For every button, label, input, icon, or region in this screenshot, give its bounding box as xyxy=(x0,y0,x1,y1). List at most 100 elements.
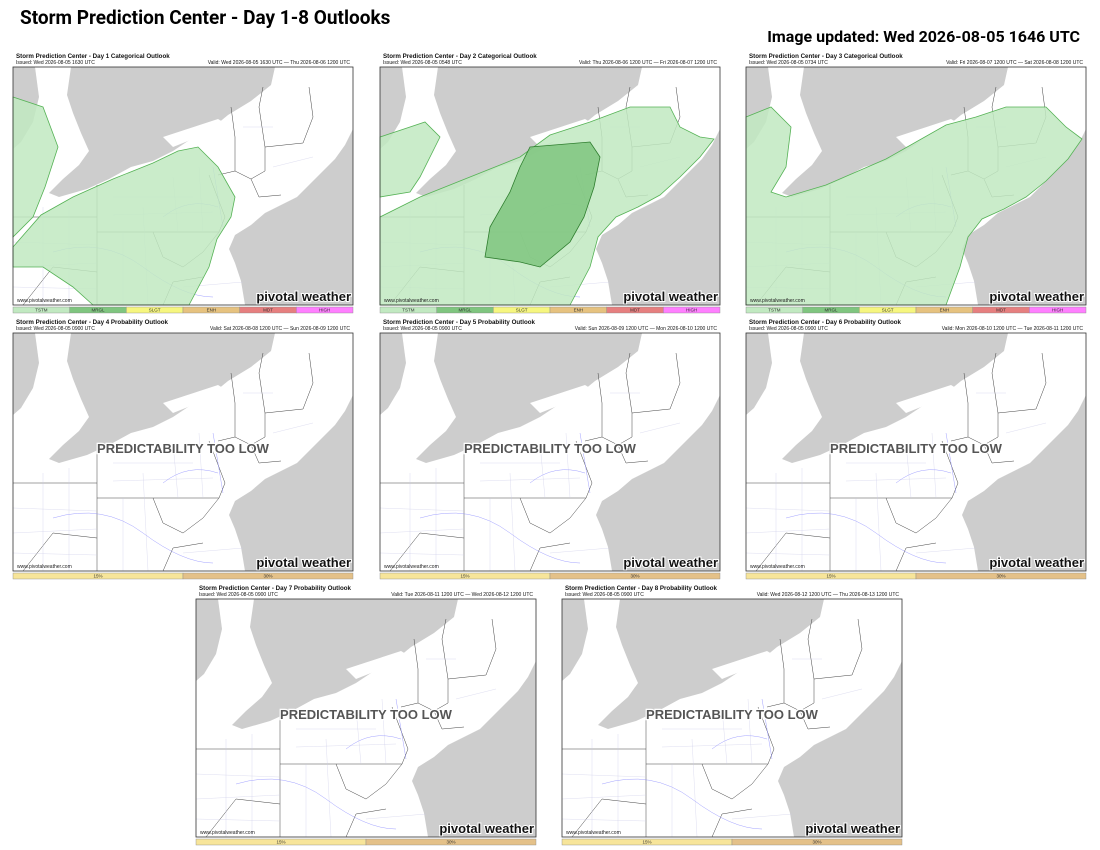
predictability-notice: PREDICTABILITY TOO LOW xyxy=(830,441,1003,456)
panel-title: Storm Prediction Center - Day 2 Categori… xyxy=(383,53,537,60)
legend-label: ENH xyxy=(207,308,217,313)
legend-swatch xyxy=(365,838,537,846)
legend-label: SLGT xyxy=(516,308,528,313)
panel-title: Storm Prediction Center - Day 8 Probabil… xyxy=(565,585,718,592)
legend-bar: TSTM MRGL SLGT ENH MDT HIGH xyxy=(12,306,354,314)
legend-label: MDT xyxy=(263,308,273,313)
legend-swatch xyxy=(549,572,721,580)
update-time: Image updated: Wed 2026-08-05 1646 UTC xyxy=(767,27,1080,46)
legend-label: 15% xyxy=(276,840,285,845)
risk-area xyxy=(745,106,1083,306)
legend-label: SLGT xyxy=(149,308,161,313)
page-title: Storm Prediction Center - Day 1-8 Outloo… xyxy=(20,6,391,29)
valid-time: Valid: Tue 2026-08-11 1200 UTC — Wed 202… xyxy=(391,592,533,598)
watermark: pivotal weather xyxy=(623,289,718,304)
legend-label: MDT xyxy=(630,308,640,313)
legend-label: HIGH xyxy=(319,308,330,313)
watermark: pivotal weather xyxy=(623,555,718,570)
legend-label: 15% xyxy=(826,574,835,579)
watermark: pivotal weather xyxy=(805,821,900,836)
valid-time: Valid: Sat 2026-08-08 1200 UTC — Sun 202… xyxy=(210,326,350,332)
panel-title: Storm Prediction Center - Day 6 Probabil… xyxy=(749,319,902,326)
map-frame xyxy=(745,66,1087,306)
issued-time: Issued: Wed 2026-08-05 1630 UTC xyxy=(16,60,95,66)
legend-label: MRGL xyxy=(824,308,837,313)
issued-time: Issued: Wed 2026-08-05 0548 UTC xyxy=(383,60,462,66)
legend-bar: 15% 30% xyxy=(561,838,903,846)
legend-bar: TSTM MRGL SLGT ENH MDT HIGH xyxy=(379,306,721,314)
website: www.pivotalweather.com xyxy=(750,298,805,304)
website: www.pivotalweather.com xyxy=(200,830,255,836)
legend-label: ENH xyxy=(940,308,950,313)
legend-swatch xyxy=(663,306,721,314)
valid-time: Valid: Sun 2026-08-09 1200 UTC — Mon 202… xyxy=(575,326,718,332)
panel-title: Storm Prediction Center - Day 7 Probabil… xyxy=(199,585,352,592)
risk-area xyxy=(484,141,601,268)
valid-time: Valid: Wed 2026-08-12 1200 UTC — Thu 202… xyxy=(757,592,900,598)
legend-label: MDT xyxy=(996,308,1006,313)
legend-label: MRGL xyxy=(458,308,471,313)
outlook-map xyxy=(12,332,354,572)
legend-label: 15% xyxy=(460,574,469,579)
watermark: pivotal weather xyxy=(256,289,351,304)
panel-title: Storm Prediction Center - Day 1 Categori… xyxy=(16,53,170,60)
valid-time: Valid: Thu 2026-08-06 1200 UTC — Fri 202… xyxy=(579,60,717,66)
website: www.pivotalweather.com xyxy=(17,298,72,304)
legend-swatch xyxy=(1029,306,1087,314)
website: www.pivotalweather.com xyxy=(17,564,72,570)
outlook-panel: Storm Prediction Center - Day 1 Categori… xyxy=(12,53,354,314)
panel-title: Storm Prediction Center - Day 4 Probabil… xyxy=(16,319,169,326)
outlook-panel: Storm Prediction Center - Day 8 Probabil… xyxy=(561,585,903,846)
outlook-map xyxy=(745,66,1087,306)
outlook-panel: Storm Prediction Center - Day 7 Probabil… xyxy=(195,585,537,846)
risk-area xyxy=(12,146,236,306)
legend-swatch xyxy=(731,838,903,846)
legend-bar: TSTM MRGL SLGT ENH MDT HIGH xyxy=(745,306,1087,314)
valid-time: Valid: Wed 2026-08-05 1630 UTC — Thu 202… xyxy=(208,60,351,66)
map-frame xyxy=(379,332,721,572)
legend-label: TSTM xyxy=(768,308,780,313)
issued-time: Issued: Wed 2026-08-05 0734 UTC xyxy=(749,60,828,66)
legend-label: 30% xyxy=(630,574,639,579)
predictability-notice: PREDICTABILITY TOO LOW xyxy=(646,707,819,722)
legend-bar: 15% 30% xyxy=(195,838,537,846)
legend-label: HIGH xyxy=(1052,308,1063,313)
legend-label: 15% xyxy=(93,574,102,579)
website: www.pivotalweather.com xyxy=(384,298,439,304)
outlook-panel: Storm Prediction Center - Day 3 Categori… xyxy=(745,53,1087,314)
outlook-panel: Storm Prediction Center - Day 4 Probabil… xyxy=(12,319,354,580)
watermark: pivotal weather xyxy=(989,555,1084,570)
outlook-map xyxy=(12,66,354,306)
panel-title: Storm Prediction Center - Day 3 Categori… xyxy=(749,53,903,60)
valid-time: Valid: Fri 2026-08-07 1200 UTC — Sat 202… xyxy=(946,60,1083,66)
panel-title: Storm Prediction Center - Day 5 Probabil… xyxy=(383,319,536,326)
website: www.pivotalweather.com xyxy=(566,830,621,836)
legend-label: 30% xyxy=(812,840,821,845)
predictability-notice: PREDICTABILITY TOO LOW xyxy=(97,441,270,456)
legend-swatch xyxy=(182,572,354,580)
legend-label: 30% xyxy=(996,574,1005,579)
predictability-notice: PREDICTABILITY TOO LOW xyxy=(464,441,637,456)
outlook-map xyxy=(745,332,1087,572)
watermark: pivotal weather xyxy=(256,555,351,570)
outlook-map xyxy=(561,598,903,838)
legend-label: MRGL xyxy=(91,308,104,313)
map-frame xyxy=(379,66,721,306)
legend-label: HIGH xyxy=(686,308,697,313)
legend-bar: 15% 30% xyxy=(379,572,721,580)
legend-bar: 15% 30% xyxy=(745,572,1087,580)
valid-time: Valid: Mon 2026-08-10 1200 UTC — Tue 202… xyxy=(942,326,1084,332)
issued-time: Issued: Wed 2026-08-05 0900 UTC xyxy=(749,326,828,332)
legend-label: TSTM xyxy=(35,308,47,313)
outlook-panel: Storm Prediction Center - Day 5 Probabil… xyxy=(379,319,721,580)
legend-label: 30% xyxy=(446,840,455,845)
map-frame xyxy=(561,598,903,838)
website: www.pivotalweather.com xyxy=(750,564,805,570)
map-frame xyxy=(12,332,354,572)
map-frame xyxy=(195,598,537,838)
legend-label: TSTM xyxy=(402,308,414,313)
outlook-map xyxy=(195,598,537,838)
